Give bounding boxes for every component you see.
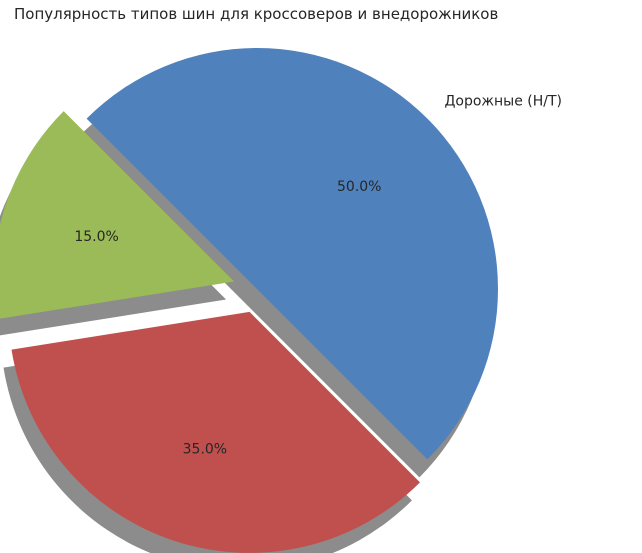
pie-slice-mud: [0, 111, 235, 319]
pie-percent-label-all-season: 35.0%: [183, 441, 227, 457]
pie-slice-layer: [0, 47, 498, 553]
pie-category-label-road: Дорожные (H/T): [444, 94, 562, 110]
pie-percent-label-road: 50.0%: [337, 179, 381, 195]
pie-slice-all-season: [11, 311, 420, 553]
pie-label-layer: 50.0%Дорожные (H/T)35.0%Всесезонные (A/T…: [74, 94, 562, 458]
chart-title: Популярность типов шин для кроссоверов и…: [14, 5, 499, 23]
pie-percent-label-mud: 15.0%: [74, 229, 118, 245]
pie-slice-road: [86, 47, 498, 460]
